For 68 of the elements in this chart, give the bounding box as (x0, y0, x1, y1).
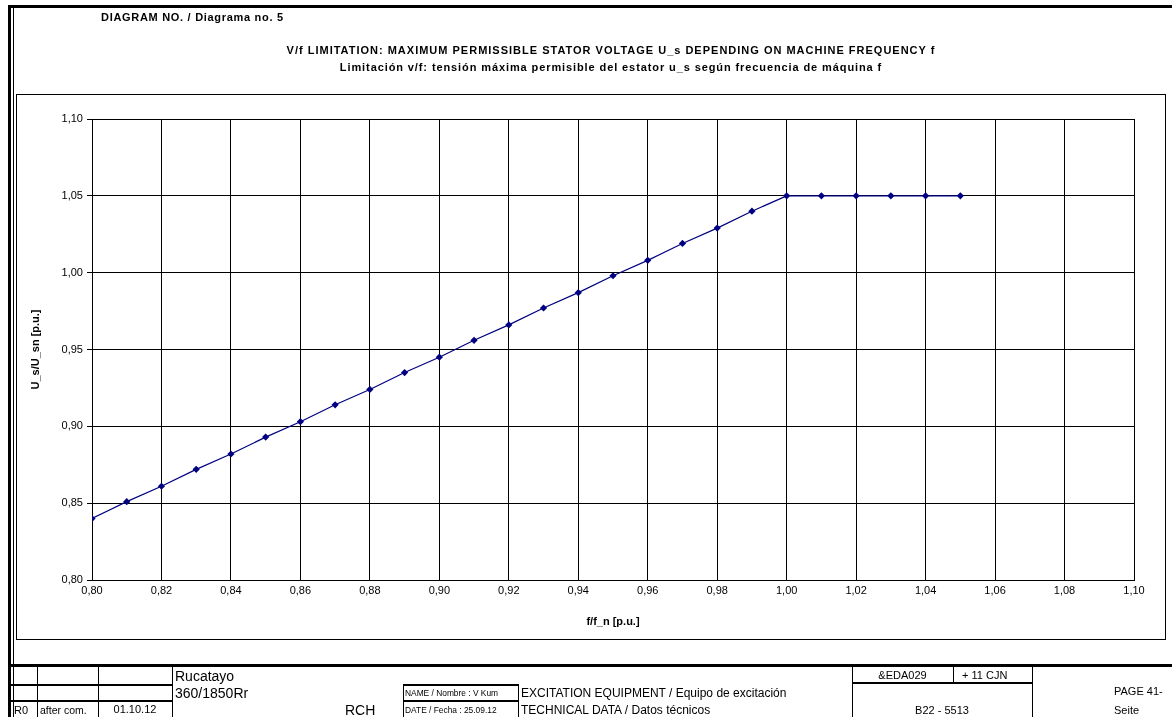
y-tick-label: 1,05 (61, 188, 83, 201)
point (435, 353, 443, 361)
text: DATE / Fecha : 25.09.12 (405, 705, 497, 715)
x-tick-label: 1,00 (775, 583, 798, 596)
point (922, 192, 930, 200)
point (609, 272, 617, 280)
point (192, 465, 200, 473)
text: &EDA029 (877, 669, 928, 681)
point (887, 192, 895, 200)
point (331, 401, 339, 409)
x-tick-label: 1,02 (845, 583, 867, 596)
text: EXCITATION EQUIPMENT / Equipo de excitación (521, 686, 787, 700)
x-axis-title: f/f_n [p.u.] (586, 615, 640, 628)
x-tick-label: 1,06 (984, 583, 1006, 596)
y-tick-label: 0,95 (61, 342, 83, 355)
x-tick-label: 0,98 (706, 583, 728, 596)
x-tick-label: 0,92 (498, 583, 520, 596)
point (262, 433, 270, 441)
point (783, 192, 791, 200)
x-tick-label: 0,86 (289, 583, 312, 596)
point (574, 289, 582, 297)
text: after com. (40, 704, 87, 716)
x-tick-label: 0,94 (567, 583, 589, 596)
point (644, 256, 652, 264)
text: + 11 CJN (962, 669, 1008, 681)
text: 01.10.12 (112, 703, 158, 715)
point (157, 482, 166, 490)
y-axis-title: U_s/U_sn [p.u.] (28, 309, 41, 390)
text: R0 (14, 704, 29, 716)
x-tick-label: 0,84 (220, 583, 242, 596)
point (956, 192, 964, 200)
point (748, 207, 756, 215)
chart-title: V/f LIMITATION: MAXIMUM PERMISSIBLE STATOR VOLTAGE U_s DEPENDING ON MACHINE FREQUENCY f (285, 44, 937, 56)
x-tick-label: 0,88 (359, 583, 381, 596)
x-tick-label: 1,08 (1053, 583, 1076, 596)
y-tick-label: 0,80 (61, 573, 83, 586)
x-tick-label: 0,82 (150, 583, 173, 596)
y-tick-label: 0,85 (61, 496, 83, 509)
text: Rucatayo (175, 668, 235, 684)
point (470, 336, 478, 344)
chart-subtitle: Limitación v/f: tensión máxima permisible del estator u_s según frecuencia de máquina f (338, 61, 884, 73)
x-tick-label: 0,96 (637, 583, 659, 596)
text: TECHNICAL DATA / Datos técnicos (521, 703, 711, 717)
point (123, 498, 131, 506)
text: PAGE 41- (1114, 685, 1163, 697)
x-tick-label: 0,80 (81, 583, 103, 596)
x-tick-label: 0,90 (428, 583, 451, 596)
point (817, 192, 825, 200)
x-tick-label: 1,04 (914, 583, 937, 596)
y-tick-label: 1,00 (61, 265, 83, 278)
text: RCH (345, 702, 376, 717)
point (678, 239, 687, 248)
y-tick-label: 0,90 (61, 419, 83, 432)
text: 360/1850Rr (175, 685, 249, 701)
y-tick-label: 1,10 (61, 112, 83, 125)
point (366, 385, 374, 394)
text: DIAGRAM NO. / Diagrama no. 5 (101, 11, 284, 23)
text: NAME / Nombre : V Kum (405, 688, 499, 698)
point (227, 450, 235, 458)
x-tick-label: 1,10 (1123, 583, 1145, 596)
text: Seite (1114, 704, 1140, 716)
point (713, 224, 721, 232)
text: B22 - 5513 (914, 704, 970, 716)
point (401, 368, 409, 377)
point (852, 192, 860, 200)
point (505, 321, 513, 329)
point (296, 418, 304, 426)
point (539, 304, 548, 312)
